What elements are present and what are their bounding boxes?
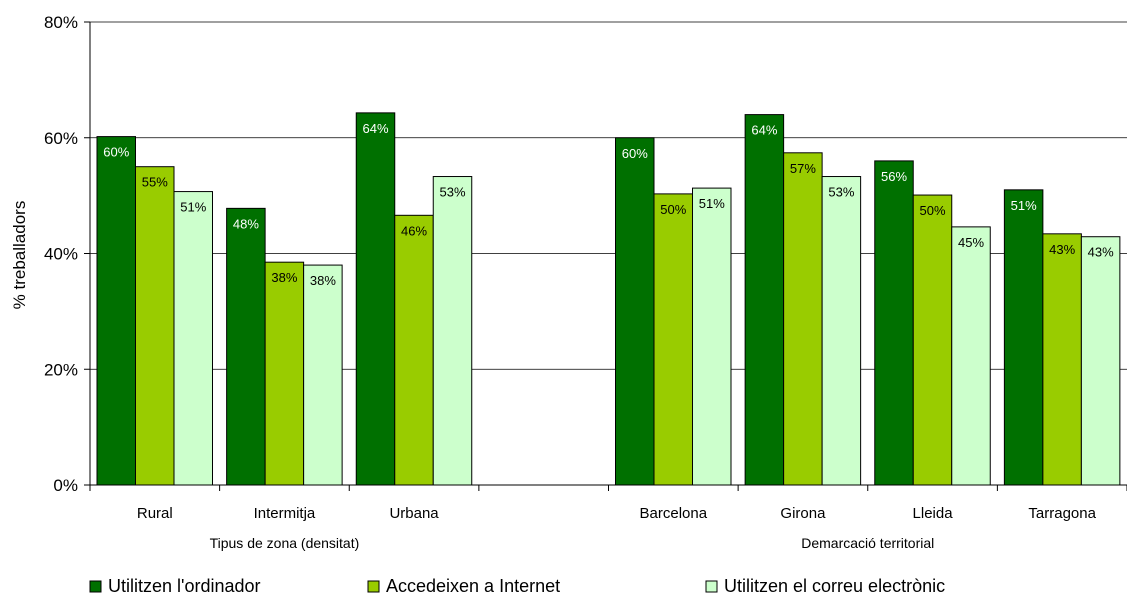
- data-label: 53%: [439, 185, 465, 200]
- data-label: 50%: [919, 203, 945, 218]
- legend-item: Accedeixen a Internet: [367, 576, 560, 596]
- bar: [432, 176, 473, 486]
- x-category-label: Girona: [780, 505, 826, 522]
- data-label: 64%: [751, 123, 777, 138]
- data-label: 45%: [958, 235, 984, 250]
- bars: [96, 112, 1121, 486]
- data-labels: 60% 48% 64% 60% 64% 56% 51% 55% 38% 46% 50% 57% 50% 4…: [103, 121, 1114, 288]
- data-label: 51%: [1011, 198, 1037, 213]
- legend-item: Utilitzen l'ordinador: [89, 576, 261, 596]
- y-tick-label: 40%: [44, 245, 78, 264]
- data-label: 51%: [180, 200, 206, 215]
- bar: [173, 191, 213, 486]
- bar: [355, 112, 396, 486]
- legend-label: Utilitzen el correu electrònic: [724, 576, 945, 596]
- data-label: 53%: [828, 185, 854, 200]
- y-tick-label: 20%: [44, 360, 78, 379]
- x-group-label: Demarcació territorial: [801, 535, 934, 551]
- bar: [692, 187, 732, 486]
- bar: [783, 152, 823, 486]
- bar: [226, 207, 266, 486]
- bar: [264, 261, 305, 486]
- data-label: 43%: [1049, 242, 1075, 257]
- bar: [653, 193, 693, 486]
- x-category-label: Tarragona: [1028, 505, 1096, 522]
- legend-swatch: [705, 580, 718, 593]
- data-label: 50%: [660, 202, 686, 217]
- bar: [96, 136, 136, 486]
- bar: [1080, 236, 1121, 486]
- data-label: 38%: [310, 273, 336, 288]
- legend-item: Utilitzen el correu electrònic: [705, 576, 945, 596]
- bar: [874, 160, 914, 486]
- x-category-label: Urbana: [389, 505, 439, 522]
- data-label: 48%: [233, 216, 259, 231]
- data-label: 64%: [362, 121, 388, 136]
- x-category-label: Intermitja: [254, 505, 316, 522]
- bar: [303, 264, 343, 486]
- y-tick-label: 80%: [44, 13, 78, 32]
- data-label: 60%: [103, 145, 129, 160]
- data-label: 51%: [699, 196, 725, 211]
- x-category-label: Lleida: [913, 505, 954, 522]
- data-label: 56%: [881, 169, 907, 184]
- bar: [135, 166, 175, 486]
- data-label: 38%: [271, 270, 297, 285]
- bar: [821, 176, 862, 486]
- bar: [1003, 189, 1044, 486]
- legend-swatch: [89, 580, 102, 593]
- y-axis-title: % treballadors: [10, 201, 29, 310]
- x-category-label: Barcelona: [640, 505, 708, 522]
- bar: [394, 214, 434, 486]
- y-tick-label: 60%: [44, 129, 78, 148]
- data-label: 55%: [142, 175, 168, 190]
- data-label: 46%: [401, 223, 427, 238]
- axes: 0% 20% 40% 60% 80% Rural Intermitja Urbana Barce…: [44, 13, 1127, 551]
- bar: [912, 194, 953, 486]
- legend: Utilitzen l'ordinador Accedeixen a Intern…: [89, 576, 945, 596]
- bar: [744, 114, 785, 486]
- data-label: 57%: [790, 161, 816, 176]
- legend-label: Utilitzen l'ordinador: [108, 576, 261, 596]
- bar: [1042, 233, 1082, 486]
- y-tick-label: 0%: [53, 476, 78, 495]
- legend-swatch: [367, 580, 380, 593]
- data-label: 60%: [622, 146, 648, 161]
- x-group-label: Tipus de zona (densitat): [210, 535, 360, 551]
- bar: [615, 137, 655, 486]
- data-label: 43%: [1088, 245, 1114, 260]
- legend-label: Accedeixen a Internet: [386, 576, 560, 596]
- bar: [951, 226, 991, 486]
- x-category-label: Rural: [137, 505, 173, 522]
